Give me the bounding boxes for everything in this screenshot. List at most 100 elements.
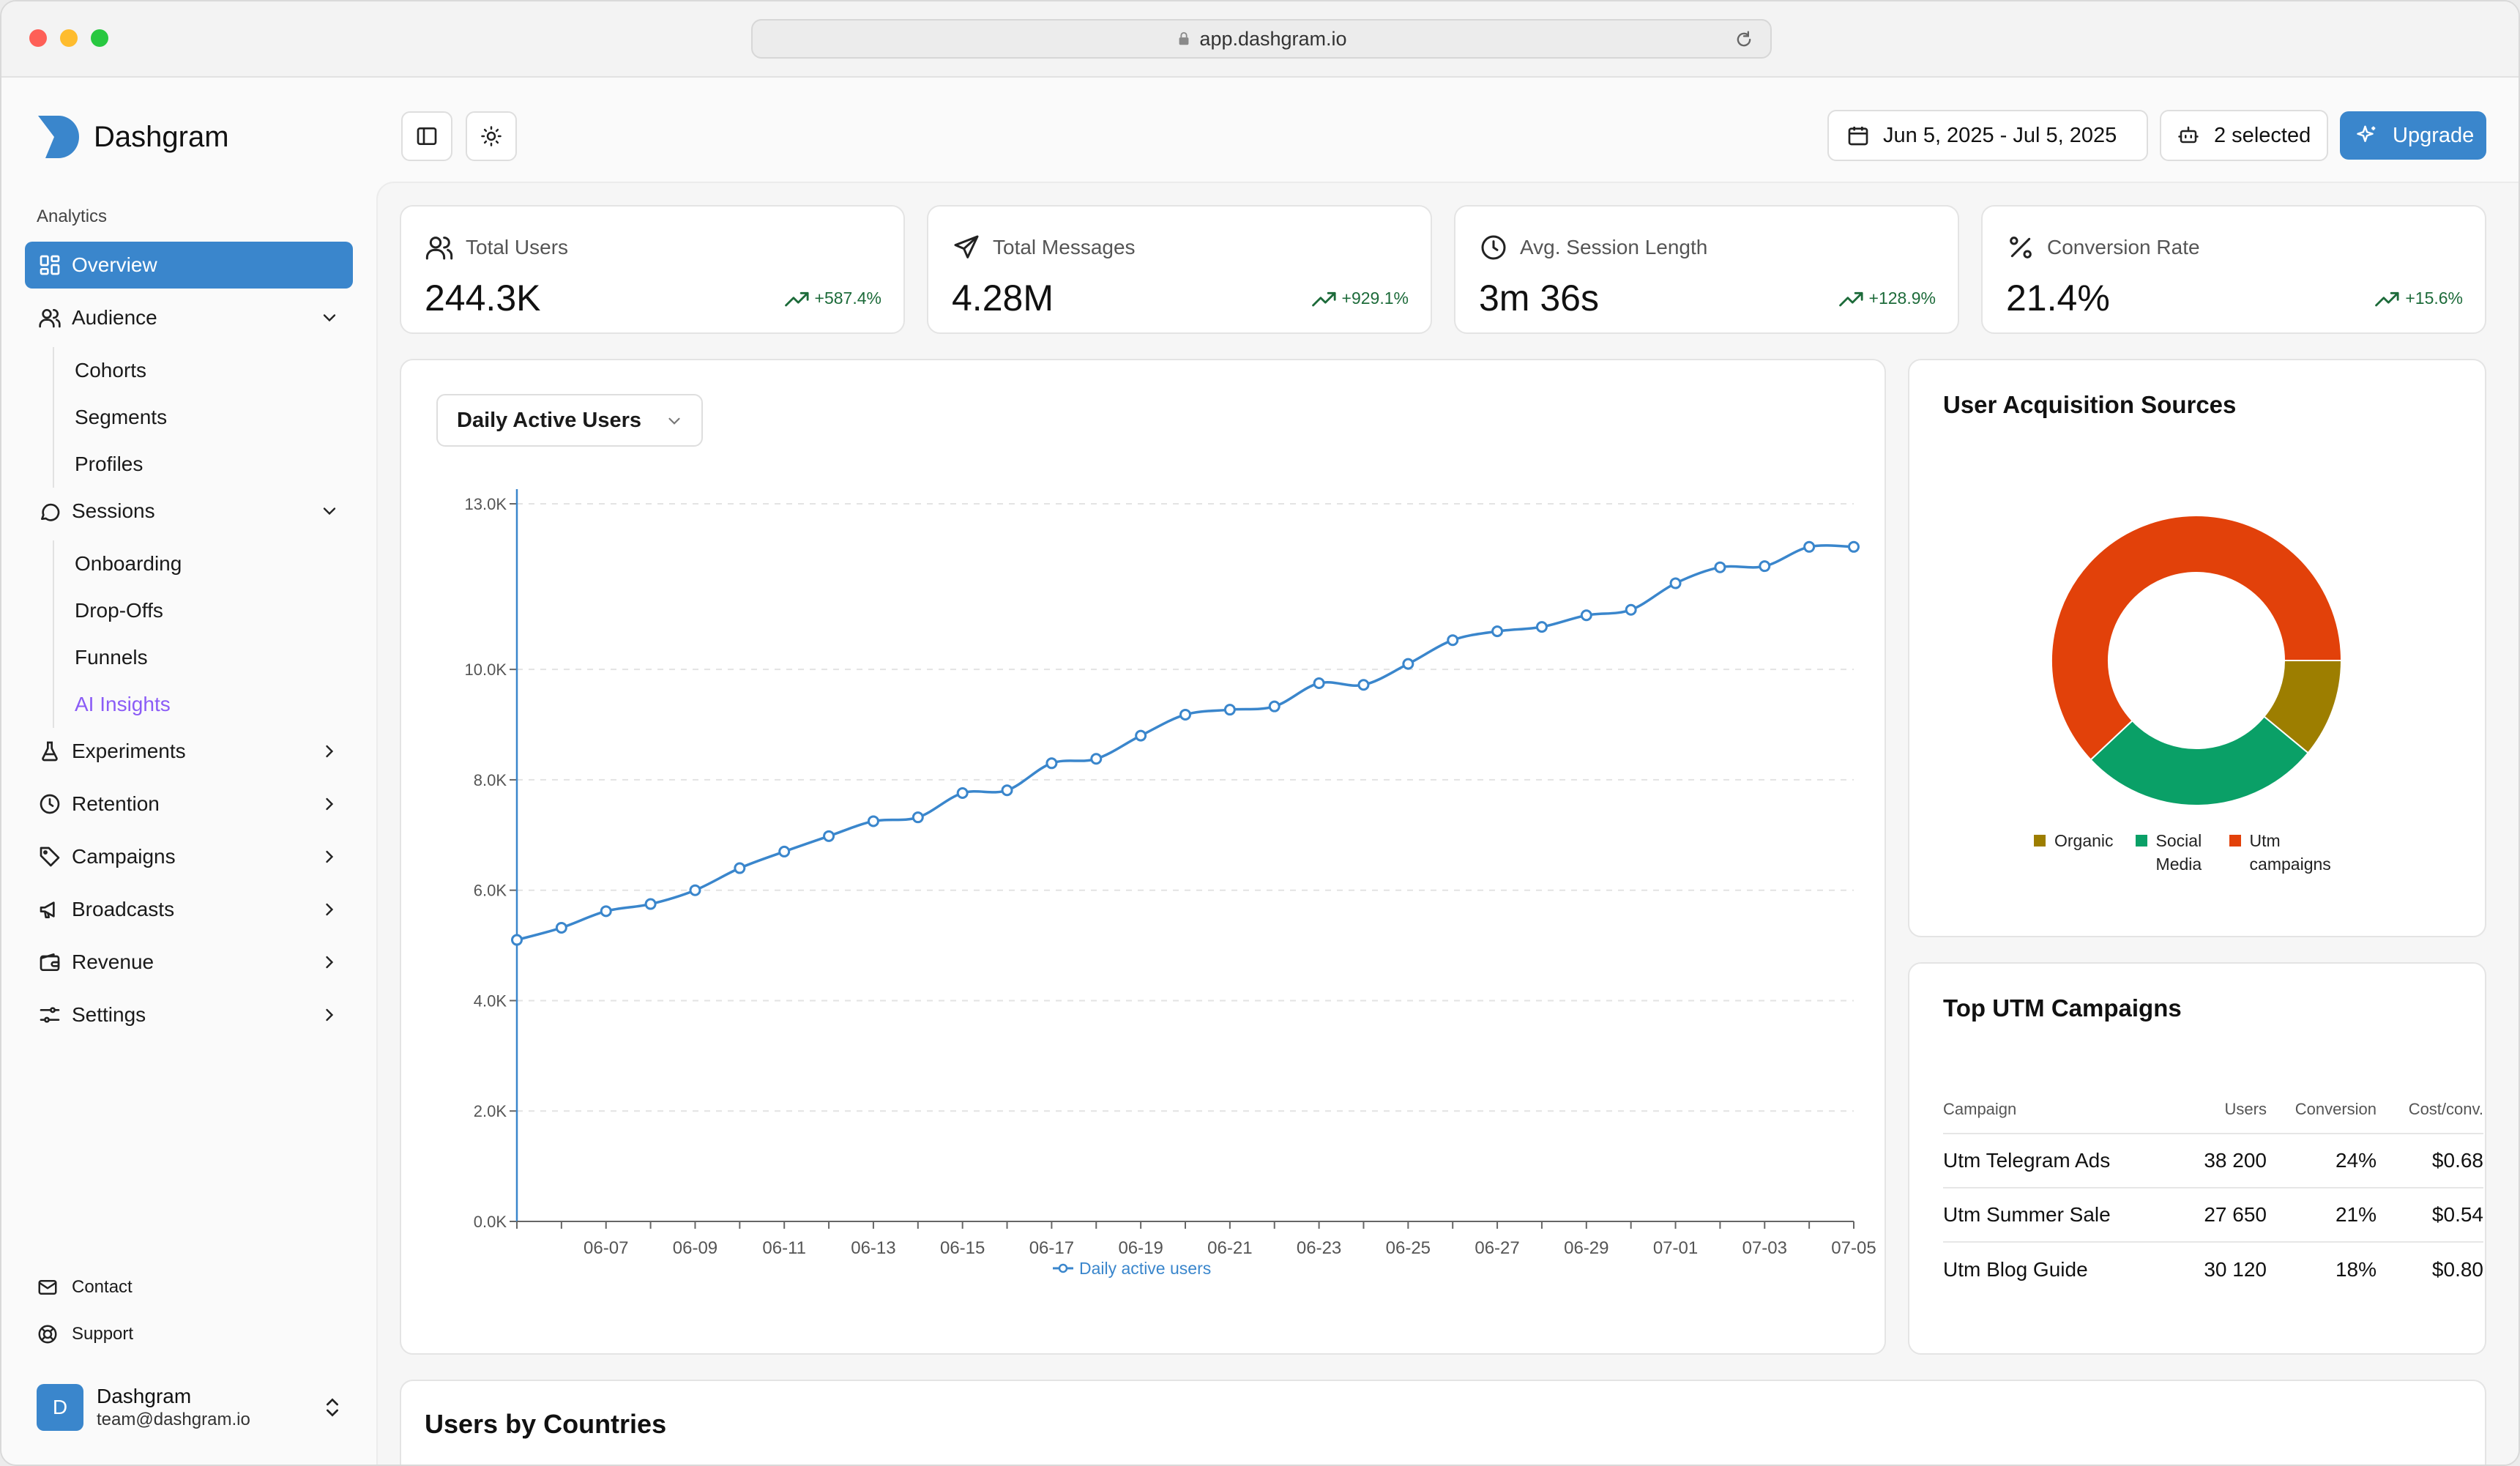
daily-active-users-chart[interactable]: 0.0K 2.0K 4.0K 6.0K 8.0K 10.0K 13.0K 06-07 06-09… bbox=[401, 360, 1885, 1353]
stat-change-text: +15.6% bbox=[2405, 289, 2463, 308]
brand[interactable]: Dashgram bbox=[37, 114, 229, 160]
chevron-down-icon[interactable] bbox=[319, 308, 340, 328]
sidebar-item-sessions[interactable]: Sessions bbox=[25, 488, 353, 535]
sidebar-item-campaigns[interactable]: Campaigns bbox=[25, 833, 353, 880]
x-tick-label: 07-01 bbox=[1653, 1238, 1698, 1258]
column-header[interactable]: Campaign bbox=[1943, 1085, 2164, 1134]
y-tick-label: 4.0K bbox=[474, 991, 507, 1010]
chevron-right-icon[interactable] bbox=[319, 794, 340, 814]
sidebar-subitem-funnels[interactable]: Funnels bbox=[75, 646, 148, 669]
users-icon bbox=[425, 233, 454, 262]
user-menu[interactable]: D Dashgram team@dashgram.io bbox=[37, 1381, 344, 1434]
data-point bbox=[689, 884, 701, 896]
trending-up-icon bbox=[784, 291, 809, 306]
support-label: Support bbox=[72, 1324, 134, 1344]
bot-selector[interactable]: 2 selected bbox=[2160, 110, 2328, 161]
column-header[interactable]: Cost/conv. bbox=[2377, 1085, 2483, 1134]
reload-icon[interactable] bbox=[1734, 29, 1754, 50]
upgrade-button[interactable]: Upgrade bbox=[2340, 111, 2486, 160]
x-tick-label: 06-29 bbox=[1564, 1238, 1608, 1258]
brand-name: Dashgram bbox=[94, 120, 229, 153]
x-tick-label: 06-17 bbox=[1029, 1238, 1074, 1258]
date-range-picker[interactable]: Jun 5, 2025 - Jul 5, 2025 bbox=[1827, 110, 2148, 161]
calendar-icon bbox=[1846, 124, 1870, 147]
data-point bbox=[1491, 625, 1504, 638]
stat-value: 4.28M bbox=[952, 278, 1054, 319]
data-point bbox=[1535, 621, 1548, 633]
stat-value: 244.3K bbox=[425, 278, 541, 319]
chevron-right-icon[interactable] bbox=[319, 741, 340, 762]
chevron-right-icon[interactable] bbox=[319, 899, 340, 920]
donut-slice-social-media[interactable] bbox=[2090, 715, 2309, 806]
sidebar-subitem-onboarding[interactable]: Onboarding bbox=[75, 552, 182, 575]
chevron-right-icon[interactable] bbox=[319, 1005, 340, 1025]
stat-title-text: Total Users bbox=[466, 236, 569, 258]
data-point bbox=[1447, 634, 1459, 647]
column-header[interactable]: Users bbox=[2164, 1085, 2267, 1134]
sidebar-item-audience[interactable]: Audience bbox=[25, 294, 353, 341]
dashgram-logo-icon bbox=[38, 116, 79, 158]
table-header-row: Campaign Users Conversion Cost/conv. bbox=[1943, 1085, 2483, 1134]
sidebar-subitem-profiles[interactable]: Profiles bbox=[75, 453, 143, 475]
sidebar-footer-links: Contact Support bbox=[37, 1264, 133, 1358]
address-bar[interactable]: app.dashgram.io bbox=[751, 19, 1772, 59]
donut-slice-utm-campaigns[interactable] bbox=[2051, 515, 2343, 761]
main-content: Total Users 244.3K +587.4% Total Message… bbox=[376, 182, 2519, 1465]
x-tick-label: 06-09 bbox=[673, 1238, 717, 1258]
sidebar-item-settings[interactable]: Settings bbox=[25, 991, 353, 1038]
chevron-down-icon[interactable] bbox=[319, 501, 340, 521]
sidebar-item-revenue[interactable]: Revenue bbox=[25, 939, 353, 986]
data-point bbox=[956, 787, 969, 800]
sidebar-subitem-cohorts[interactable]: Cohorts bbox=[75, 359, 147, 382]
chevrons-up-down-icon[interactable] bbox=[321, 1394, 344, 1421]
section-label-analytics: Analytics bbox=[37, 206, 108, 226]
theme-toggle-button[interactable] bbox=[466, 111, 517, 161]
column-header[interactable]: Conversion bbox=[2267, 1085, 2377, 1134]
sidebar-subitem-segments[interactable]: Segments bbox=[75, 406, 168, 428]
x-tick-label: 06-25 bbox=[1386, 1238, 1431, 1258]
minimize-window-button[interactable] bbox=[60, 29, 78, 47]
x-tick-label: 06-27 bbox=[1475, 1238, 1519, 1258]
zoom-window-button[interactable] bbox=[91, 29, 108, 47]
acquisition-donut-chart[interactable] bbox=[1909, 360, 2485, 936]
stat-title: Avg. Session Length bbox=[1479, 233, 1707, 262]
sidebar-item-label: Audience bbox=[72, 306, 157, 329]
table-row[interactable]: Utm Blog Guide 30 120 18% $0.80 bbox=[1943, 1242, 2483, 1296]
user-acquisition-card: User Acquisition Sources Organic Social … bbox=[1908, 359, 2486, 937]
sidebar-nav: Overview Audience Cohorts Segments Profi… bbox=[25, 242, 353, 1044]
y-tick-label: 13.0K bbox=[465, 495, 507, 513]
data-point bbox=[1803, 540, 1816, 553]
lifebuoy-icon bbox=[37, 1323, 59, 1345]
sidebar: Dashgram Analytics Overview Audience Coh… bbox=[1, 78, 375, 1465]
sidebar-item-broadcasts[interactable]: Broadcasts bbox=[25, 886, 353, 933]
stat-change-text: +128.9% bbox=[1868, 289, 1936, 308]
contact-link[interactable]: Contact bbox=[37, 1264, 133, 1311]
acquisition-title: User Acquisition Sources bbox=[1943, 391, 2237, 418]
sidebar-subitem-ai-insights[interactable]: AI Insights bbox=[75, 693, 171, 715]
sidebar-item-experiments[interactable]: Experiments bbox=[25, 728, 353, 775]
sidebar-subitem-drop-offs[interactable]: Drop-Offs bbox=[75, 599, 163, 622]
legend-item-organic: Organic bbox=[2034, 829, 2114, 876]
data-point bbox=[1402, 658, 1414, 670]
table-row[interactable]: Utm Telegram Ads 38 200 24% $0.68 bbox=[1943, 1134, 2483, 1188]
table-row[interactable]: Utm Summer Sale 27 650 21% $0.54 bbox=[1943, 1188, 2483, 1243]
sidebar-item-overview[interactable]: Overview bbox=[25, 242, 353, 289]
x-tick-label: 06-21 bbox=[1207, 1238, 1252, 1258]
support-link[interactable]: Support bbox=[37, 1311, 133, 1358]
toggle-sidebar-button[interactable] bbox=[401, 111, 452, 161]
metric-select[interactable]: Daily Active Users bbox=[436, 394, 703, 447]
trending-up-icon bbox=[2375, 291, 2399, 306]
trending-up-icon bbox=[1311, 291, 1336, 306]
campaign-cell: Utm Blog Guide bbox=[1943, 1257, 2088, 1281]
data-point bbox=[1759, 560, 1771, 573]
conversion-cell: 21% bbox=[2267, 1188, 2377, 1243]
sidebar-toggle-icon bbox=[417, 127, 437, 145]
trending-up-icon bbox=[1838, 291, 1863, 306]
chevron-right-icon[interactable] bbox=[319, 952, 340, 972]
user-info: Dashgram team@dashgram.io bbox=[97, 1385, 250, 1430]
sidebar-item-label: Overview bbox=[72, 253, 157, 276]
sidebar-item-retention[interactable]: Retention bbox=[25, 781, 353, 827]
chevron-right-icon[interactable] bbox=[319, 847, 340, 867]
close-window-button[interactable] bbox=[29, 29, 47, 47]
